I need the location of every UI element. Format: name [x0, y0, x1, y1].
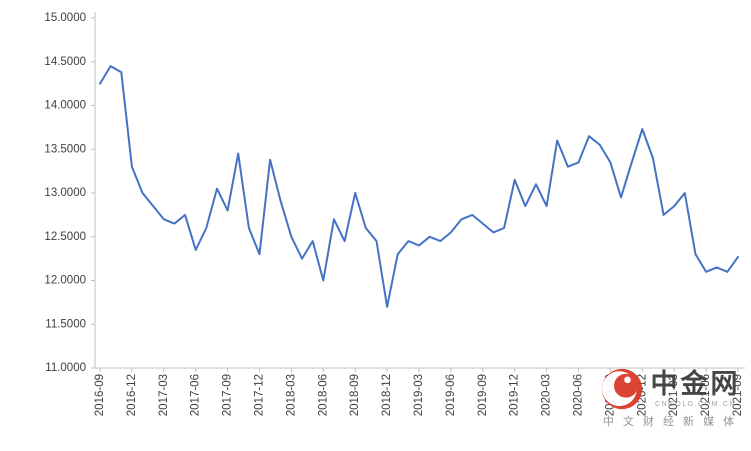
logo-dot	[623, 376, 631, 384]
x-axis-label: 2021-03	[668, 374, 680, 416]
x-axis-label: 2020-03	[541, 374, 553, 416]
x-axis-label: 2021-06	[700, 374, 712, 416]
y-axis-label: 13.5000	[44, 143, 86, 155]
x-axis-label: 2018-03	[285, 374, 297, 416]
x-axis-label: 2016-09	[94, 374, 106, 416]
x-axis-label: 2020-06	[573, 374, 585, 416]
x-axis-label: 2021-09	[732, 374, 744, 416]
cngold-logo-icon	[601, 368, 642, 410]
y-axis-label: 13.0000	[44, 187, 86, 199]
x-axis-label: 2016-12	[126, 374, 138, 416]
x-axis-label: 2017-09	[222, 374, 234, 416]
y-axis-label: 14.0000	[44, 100, 86, 112]
x-axis-label: 2017-03	[158, 374, 170, 416]
x-axis-label: 2017-12	[254, 374, 266, 416]
watermark-row: 中金网 CNGOLD.COM.CN	[600, 367, 741, 411]
x-axis-label: 2019-06	[445, 374, 457, 416]
y-axis-label: 11.0000	[45, 362, 86, 374]
x-axis-label: 2019-12	[509, 374, 521, 416]
x-axis-label: 2019-09	[477, 374, 489, 416]
logo-swirl	[601, 371, 637, 407]
x-axis-label: 2019-03	[413, 374, 425, 416]
x-axis-label: 2018-09	[349, 374, 361, 416]
y-axis-label: 15.0000	[44, 12, 86, 24]
watermark: 中金网 CNGOLD.COM.CN 中 文 财 经 新 媒 体	[590, 367, 750, 429]
y-axis-label: 12.0000	[44, 275, 86, 287]
watermark-domain: CNGOLD.COM.CN	[654, 400, 737, 408]
y-axis-label: 14.5000	[44, 56, 86, 68]
watermark-tagline: 中 文 财 经 新 媒 体	[602, 416, 738, 428]
y-axis-label: 11.5000	[45, 318, 86, 330]
watermark-text: 中金网 CNGOLD.COM.CN	[650, 369, 741, 408]
x-axis-label: 2018-06	[317, 374, 329, 416]
data-series-line	[99, 65, 739, 308]
watermark-brand: 中金网	[650, 369, 741, 400]
y-axis-label: 12.5000	[44, 231, 86, 243]
x-axis-label: 2018-12	[381, 374, 393, 416]
x-axis-label: 2017-06	[190, 374, 202, 416]
